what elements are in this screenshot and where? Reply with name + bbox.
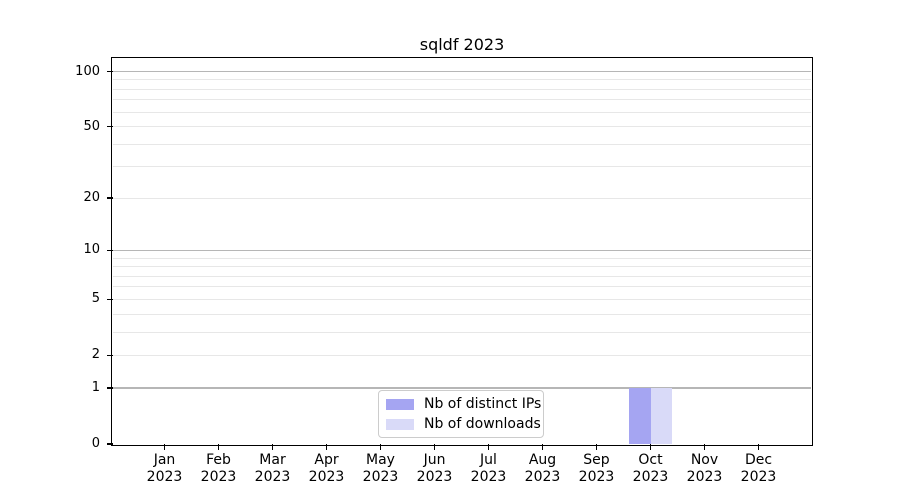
minor-gridline bbox=[113, 331, 811, 333]
x-tick-month: Sep bbox=[583, 452, 610, 468]
legend-row-distinct-ips: Nb of distinct IPs bbox=[386, 395, 543, 415]
legend-label-downloads: Nb of downloads bbox=[424, 415, 541, 432]
x-tick-mark bbox=[433, 444, 436, 450]
x-tick-year: 2023 bbox=[470, 469, 507, 485]
x-tick-mark bbox=[217, 444, 220, 450]
minor-gridline bbox=[113, 257, 811, 259]
y-tick-mark bbox=[107, 125, 113, 128]
x-tick-mark bbox=[379, 444, 382, 450]
major-gridline bbox=[113, 249, 811, 252]
x-tick-mark bbox=[163, 444, 166, 450]
x-tick-label: Sep 2023 bbox=[565, 452, 629, 486]
x-tick-label: Mar 2023 bbox=[241, 452, 305, 486]
x-tick-mark bbox=[595, 444, 598, 450]
minor-gridline bbox=[113, 166, 811, 168]
x-tick-month: Oct bbox=[638, 452, 663, 468]
x-tick-year: 2023 bbox=[632, 469, 669, 485]
x-tick-month: Jan bbox=[153, 452, 176, 468]
major-gridline bbox=[113, 70, 811, 73]
x-tick-year: 2023 bbox=[254, 469, 291, 485]
minor-gridline bbox=[113, 197, 811, 199]
y-tick-mark bbox=[107, 443, 113, 445]
x-tick-month: Mar bbox=[259, 452, 286, 468]
minor-gridline bbox=[113, 266, 811, 268]
x-tick-mark bbox=[541, 444, 544, 450]
x-tick-month: Aug bbox=[528, 452, 557, 468]
legend-row-downloads: Nb of downloads bbox=[386, 415, 543, 435]
x-tick-label: Nov 2023 bbox=[673, 452, 737, 486]
minor-gridline bbox=[113, 99, 811, 101]
x-tick-year: 2023 bbox=[578, 469, 615, 485]
minor-gridline bbox=[113, 286, 811, 288]
x-tick-month: Apr bbox=[314, 452, 339, 468]
minor-gridline bbox=[113, 354, 811, 356]
x-tick-month: Feb bbox=[206, 452, 231, 468]
x-tick-year: 2023 bbox=[740, 469, 777, 485]
minor-gridline bbox=[113, 79, 811, 81]
bar-nb-of-distinct-ips-oct bbox=[629, 388, 651, 444]
x-tick-label: Apr 2023 bbox=[295, 452, 359, 486]
x-tick-month: Dec bbox=[744, 452, 773, 468]
major-gridline bbox=[113, 387, 811, 389]
y-tick-label: 5 bbox=[91, 291, 100, 307]
x-tick-year: 2023 bbox=[308, 469, 345, 485]
x-tick-mark bbox=[703, 444, 706, 450]
x-tick-mark bbox=[649, 444, 652, 450]
y-tick-mark bbox=[107, 197, 113, 200]
plot-area bbox=[113, 59, 811, 444]
y-tick-mark bbox=[107, 354, 113, 357]
x-tick-month: Jun bbox=[423, 452, 446, 468]
bar-nb-of-downloads-oct bbox=[650, 388, 672, 444]
x-tick-mark bbox=[487, 444, 490, 450]
minor-gridline bbox=[113, 111, 811, 113]
x-tick-label: Jan 2023 bbox=[133, 452, 197, 486]
y-tick-label: 2 bbox=[91, 347, 100, 363]
x-tick-label: Dec 2023 bbox=[727, 452, 791, 486]
x-tick-month: Jul bbox=[480, 452, 497, 468]
y-tick-label: 0 bbox=[91, 436, 100, 451]
x-tick-year: 2023 bbox=[362, 469, 399, 485]
x-tick-label: Jun 2023 bbox=[403, 452, 467, 486]
x-tick-mark bbox=[271, 444, 274, 450]
legend: Nb of distinct IPs Nb of downloads bbox=[378, 390, 544, 438]
y-tick-mark bbox=[107, 249, 113, 252]
x-tick-month: Nov bbox=[690, 452, 719, 468]
x-tick-label: May 2023 bbox=[349, 452, 413, 486]
y-tick-mark bbox=[107, 298, 113, 301]
y-tick-label: 100 bbox=[75, 63, 100, 79]
x-tick-label: Feb 2023 bbox=[187, 452, 251, 486]
minor-gridline bbox=[113, 143, 811, 145]
chart-title: sqldf 2023 bbox=[419, 35, 505, 54]
minor-gridline bbox=[113, 313, 811, 315]
x-tick-mark bbox=[757, 444, 760, 450]
x-tick-year: 2023 bbox=[200, 469, 237, 485]
x-tick-label: Aug 2023 bbox=[511, 452, 575, 486]
y-tick-label: 10 bbox=[83, 242, 100, 258]
y-tick-label: 50 bbox=[83, 118, 100, 134]
y-tick-mark bbox=[107, 70, 113, 73]
x-tick-label: Oct 2023 bbox=[619, 452, 683, 486]
minor-gridline bbox=[113, 88, 811, 90]
legend-swatch-downloads bbox=[386, 418, 414, 430]
x-tick-year: 2023 bbox=[146, 469, 183, 485]
minor-gridline bbox=[113, 275, 811, 277]
legend-label-distinct-ips: Nb of distinct IPs bbox=[424, 396, 542, 413]
x-tick-mark bbox=[325, 444, 328, 450]
x-tick-year: 2023 bbox=[686, 469, 723, 485]
y-tick-mark bbox=[107, 387, 113, 389]
legend-swatch-distinct-ips bbox=[386, 399, 414, 411]
x-tick-year: 2023 bbox=[524, 469, 561, 485]
y-tick-label: 20 bbox=[83, 190, 100, 206]
x-tick-label: Jul 2023 bbox=[457, 452, 521, 486]
x-tick-month: May bbox=[366, 452, 395, 468]
x-tick-year: 2023 bbox=[416, 469, 453, 485]
minor-gridline bbox=[113, 126, 811, 128]
y-tick-label: 1 bbox=[91, 380, 100, 396]
minor-gridline bbox=[113, 298, 811, 300]
